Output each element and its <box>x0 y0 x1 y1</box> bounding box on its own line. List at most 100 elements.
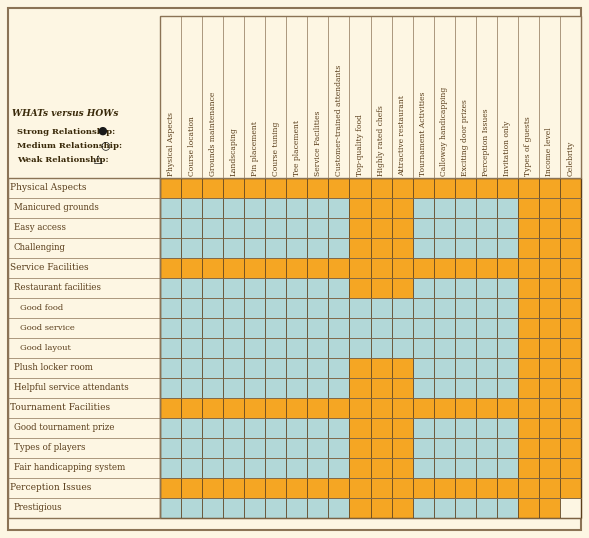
Bar <box>307 438 329 458</box>
Bar <box>370 438 392 458</box>
Bar <box>497 238 518 258</box>
Bar <box>202 338 223 358</box>
Text: Grounds maintenance: Grounds maintenance <box>209 91 217 176</box>
Bar <box>434 458 455 478</box>
Bar <box>497 498 518 518</box>
Bar <box>286 358 307 378</box>
Bar <box>307 258 329 278</box>
Text: Landscaping: Landscaping <box>230 127 238 176</box>
Bar <box>329 298 349 318</box>
Bar <box>539 438 560 458</box>
Bar <box>539 338 560 358</box>
Bar <box>244 318 265 338</box>
Bar <box>244 278 265 298</box>
Bar <box>370 358 392 378</box>
Bar <box>307 478 329 498</box>
Bar <box>160 218 181 238</box>
Bar <box>307 178 329 198</box>
Bar <box>560 438 581 458</box>
Bar <box>265 438 286 458</box>
Bar <box>370 478 392 498</box>
Text: Good service: Good service <box>20 324 75 332</box>
Bar <box>8 178 160 518</box>
Bar <box>244 418 265 438</box>
Bar <box>518 438 539 458</box>
Bar <box>223 418 244 438</box>
Text: ○: ○ <box>100 140 110 150</box>
Bar <box>455 338 476 358</box>
Bar <box>286 458 307 478</box>
Bar <box>202 358 223 378</box>
Bar <box>434 418 455 438</box>
Bar <box>539 398 560 418</box>
Bar <box>476 278 497 298</box>
Bar <box>181 478 202 498</box>
Bar <box>286 218 307 238</box>
Bar <box>307 218 329 238</box>
Bar <box>455 498 476 518</box>
Bar <box>223 318 244 338</box>
Bar <box>244 298 265 318</box>
Bar <box>518 478 539 498</box>
Text: Pin placement: Pin placement <box>251 121 259 176</box>
Bar <box>392 438 413 458</box>
Bar <box>413 398 434 418</box>
Bar <box>160 478 181 498</box>
Bar <box>413 278 434 298</box>
Bar <box>539 478 560 498</box>
Bar <box>518 418 539 438</box>
Bar <box>392 418 413 438</box>
Bar <box>392 398 413 418</box>
Bar <box>223 498 244 518</box>
Bar <box>455 318 476 338</box>
Bar <box>349 478 370 498</box>
Bar <box>476 478 497 498</box>
Bar <box>265 178 286 198</box>
Bar <box>560 338 581 358</box>
Bar <box>223 398 244 418</box>
Bar <box>455 398 476 418</box>
Bar <box>476 378 497 398</box>
Bar <box>223 238 244 258</box>
Bar <box>560 318 581 338</box>
Bar <box>349 278 370 298</box>
Bar <box>349 298 370 318</box>
Bar <box>202 438 223 458</box>
Bar <box>539 198 560 218</box>
Bar <box>329 358 349 378</box>
Bar <box>434 278 455 298</box>
Text: Highly rated chefs: Highly rated chefs <box>377 105 385 176</box>
Bar <box>455 178 476 198</box>
Bar <box>518 358 539 378</box>
Bar <box>244 258 265 278</box>
Bar <box>392 198 413 218</box>
Bar <box>497 318 518 338</box>
Bar <box>307 318 329 338</box>
Bar <box>497 298 518 318</box>
Bar <box>518 298 539 318</box>
Bar <box>455 298 476 318</box>
Bar <box>160 238 181 258</box>
Bar <box>518 338 539 358</box>
Bar <box>181 198 202 218</box>
Text: Types of players: Types of players <box>14 443 85 452</box>
Bar <box>349 318 370 338</box>
Bar <box>160 398 181 418</box>
Bar <box>497 278 518 298</box>
Bar <box>392 498 413 518</box>
Text: Service Facilities: Service Facilities <box>314 110 322 176</box>
Bar <box>181 378 202 398</box>
Bar <box>434 218 455 238</box>
Bar <box>349 218 370 238</box>
Bar <box>202 238 223 258</box>
Bar <box>539 218 560 238</box>
Bar <box>455 218 476 238</box>
Bar <box>497 358 518 378</box>
Bar <box>497 418 518 438</box>
Bar <box>329 178 349 198</box>
Bar <box>413 238 434 258</box>
Bar <box>202 298 223 318</box>
Bar <box>181 458 202 478</box>
Text: Physical Aspects: Physical Aspects <box>167 112 174 176</box>
Bar <box>434 298 455 318</box>
